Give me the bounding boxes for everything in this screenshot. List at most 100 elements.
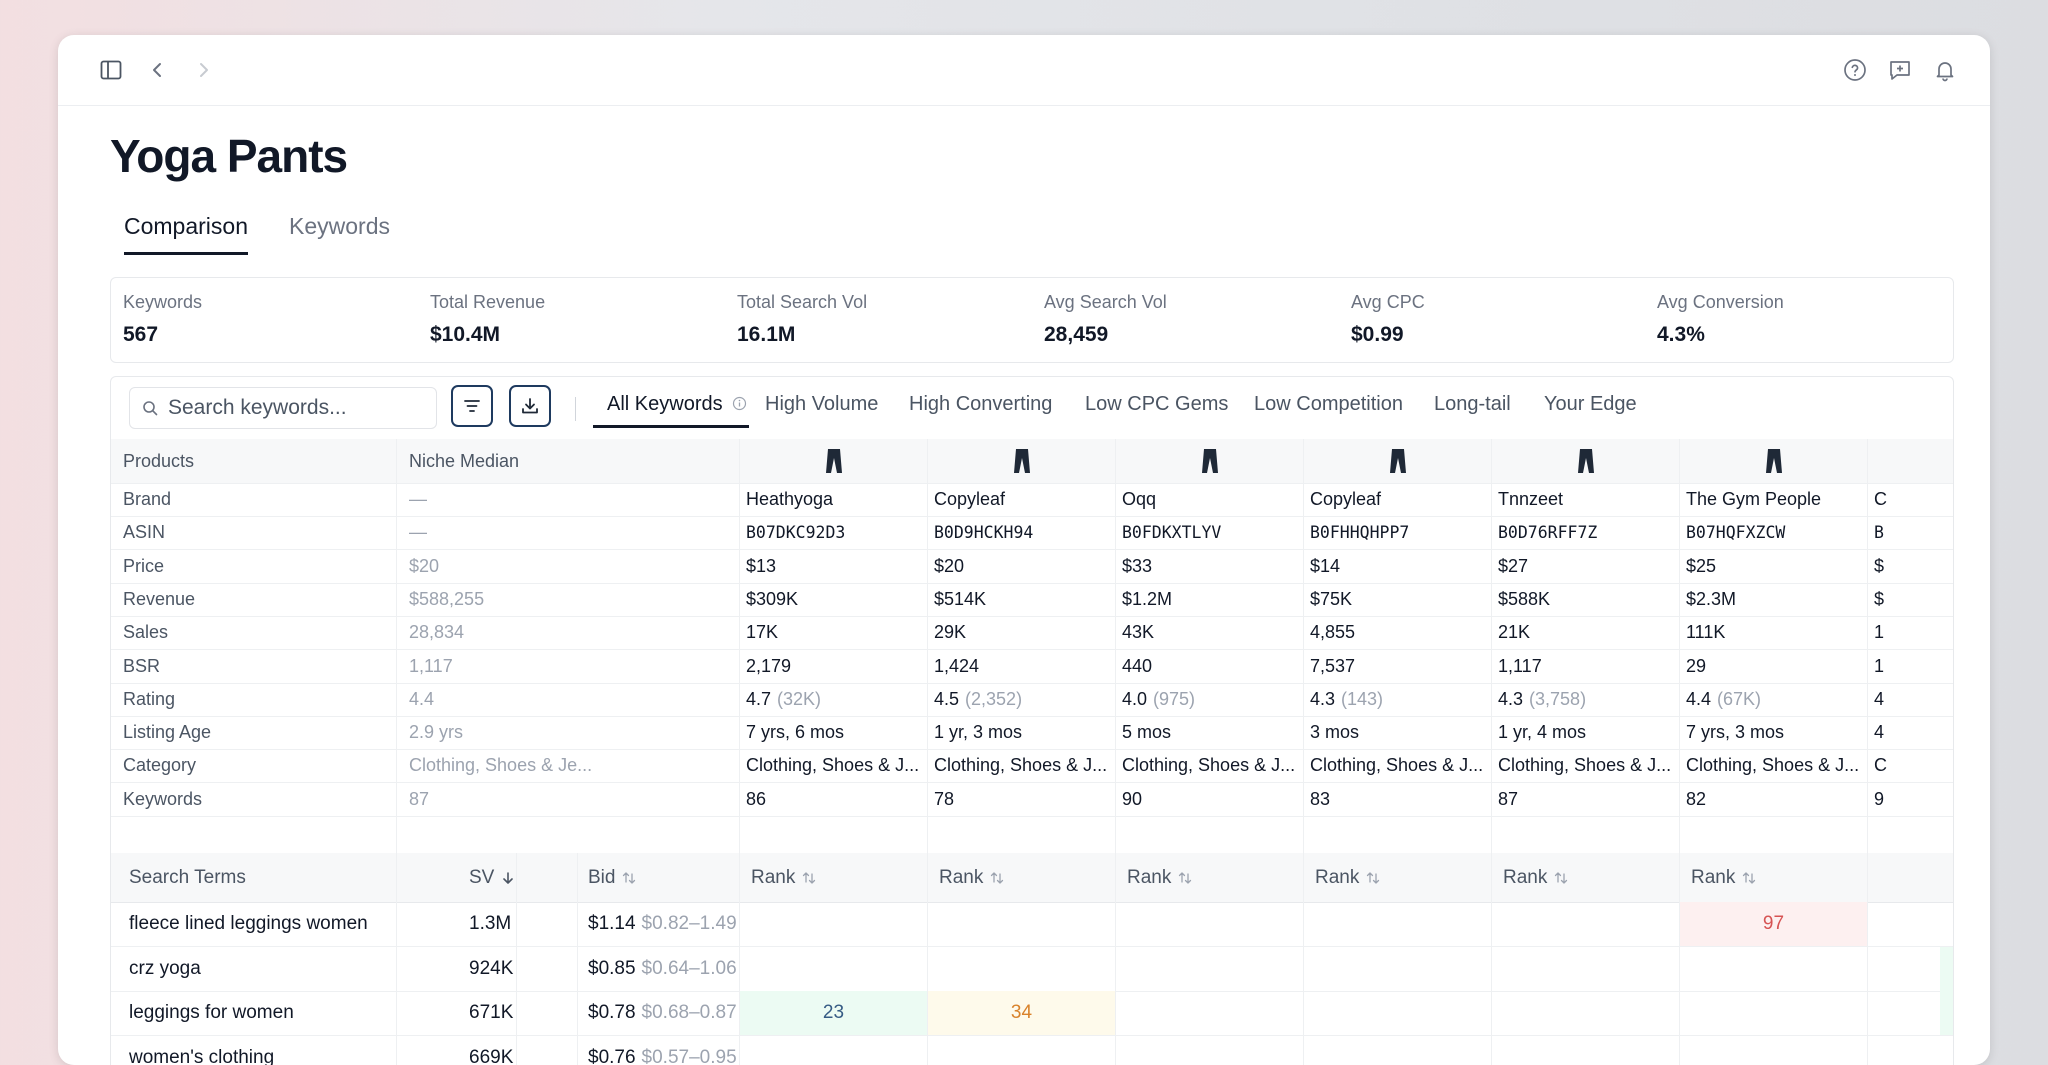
tab-comparison[interactable]: Comparison — [124, 213, 248, 255]
bid-range: $0.64–1.06 — [642, 958, 737, 980]
column-divider — [1867, 439, 1868, 853]
rank-column-header[interactable]: Rank — [1503, 853, 1673, 902]
product-value: $ — [1868, 583, 1894, 616]
rank-column-header[interactable]: Rank — [751, 853, 921, 902]
value-text: 4.3 — [1310, 689, 1335, 710]
bid-value: $0.78 — [588, 1002, 636, 1024]
value-text: $27 — [1498, 556, 1528, 577]
product-value: $75K — [1304, 583, 1492, 616]
product-value: 90 — [1116, 783, 1304, 816]
search-box[interactable] — [129, 387, 437, 429]
bid-value: $0.85 — [588, 958, 636, 980]
page-title: Yoga Pants — [110, 133, 347, 179]
bid-column-header[interactable]: Bid — [588, 853, 738, 902]
product-thumbnail[interactable] — [928, 439, 1116, 483]
rank-column-header[interactable]: Rank — [939, 853, 1109, 902]
product-thumbnail[interactable] — [1680, 439, 1868, 483]
stat-label: Total Revenue — [430, 292, 545, 313]
sv-column-header[interactable]: SV — [469, 853, 569, 902]
bid-cell: $1.14$0.82–1.49 — [588, 902, 737, 946]
value-text: $33 — [1122, 556, 1152, 577]
product-value: Copyleaf — [1304, 483, 1492, 516]
product-value: Heathyoga — [740, 483, 928, 516]
column-divider — [1491, 853, 1492, 1065]
value-text: Copyleaf — [1310, 489, 1381, 510]
value-text: 4.7 — [746, 689, 771, 710]
value-text: 5 mos — [1122, 722, 1171, 743]
attribute-label: Price — [111, 550, 409, 583]
filter-tab-low-competition[interactable]: Low Competition — [1254, 393, 1403, 416]
filter-tab-high-volume[interactable]: High Volume — [765, 393, 878, 416]
column-divider — [1491, 439, 1492, 853]
search-terms-header: Search Terms SV Bid Rank Rank Rank Rank Rank Ran… — [111, 853, 1953, 903]
stat-total-search-vol: Total Search Vol 16.1M — [737, 292, 867, 347]
keyword-toolbar: All Keywords High Volume High Converting… — [111, 377, 1953, 439]
attribute-label: Sales — [111, 616, 409, 649]
bell-icon[interactable] — [1932, 57, 1958, 83]
top-bar — [58, 35, 1990, 106]
search-terms-column-header[interactable]: Search Terms — [129, 853, 389, 902]
filter-tab-high-converting[interactable]: High Converting — [909, 393, 1052, 416]
download-button[interactable] — [509, 385, 551, 427]
column-header-label: Rank — [1503, 867, 1547, 889]
column-header-label: Bid — [588, 867, 615, 889]
value-text: $1.2M — [1122, 589, 1172, 610]
value-text: B07DKC92D3 — [746, 523, 845, 542]
back-arrow-icon[interactable] — [144, 57, 170, 83]
value-text: $ — [1874, 589, 1884, 610]
stat-value: 16.1M — [737, 323, 867, 347]
tab-keywords[interactable]: Keywords — [289, 213, 390, 252]
bid-range: $0.82–1.49 — [642, 913, 737, 935]
feedback-icon[interactable] — [1887, 57, 1913, 83]
product-thumbnail[interactable] — [740, 439, 928, 483]
product-value: Clothing, Shoes & J... — [740, 749, 928, 782]
stat-label: Avg CPC — [1351, 292, 1425, 313]
product-value: $1.2M — [1116, 583, 1304, 616]
search-input[interactable] — [166, 395, 420, 421]
rank-column-header[interactable]: Rank — [1691, 853, 1861, 902]
products-label: Products — [111, 439, 409, 483]
sort-icon — [621, 870, 637, 886]
attribute-label: ASIN — [111, 516, 409, 549]
column-divider — [1303, 439, 1304, 853]
value-text: 83 — [1310, 789, 1330, 810]
stat-label: Keywords — [123, 292, 202, 313]
product-thumbnail[interactable] — [1492, 439, 1680, 483]
search-term: fleece lined leggings women — [129, 902, 368, 946]
product-value: 4,855 — [1304, 616, 1492, 649]
forward-arrow-icon[interactable] — [191, 57, 217, 83]
attribute-label: Listing Age — [111, 716, 409, 749]
filter-tab-your-edge[interactable]: Your Edge — [1544, 393, 1637, 416]
filter-tab-low-cpc-gems[interactable]: Low CPC Gems — [1085, 393, 1228, 416]
product-value: B0FDKXTLYV — [1116, 516, 1304, 549]
help-icon[interactable] — [1842, 57, 1868, 83]
stats-summary: Keywords 567 Total Revenue $10.4M Total … — [110, 277, 1954, 363]
yoga-pants-icon — [1572, 447, 1600, 475]
rank-column-header[interactable]: Rank — [1315, 853, 1485, 902]
product-value: 83 — [1304, 783, 1492, 816]
sidebar-toggle-icon[interactable] — [98, 57, 124, 83]
product-value: $20 — [928, 550, 1116, 583]
filter-button[interactable] — [451, 385, 493, 427]
product-value: 7 yrs, 3 mos — [1680, 716, 1868, 749]
rank-cell: 23 — [740, 991, 927, 1035]
value-text: The Gym People — [1686, 489, 1821, 510]
product-value: The Gym People — [1680, 483, 1868, 516]
filter-tab-all-keywords[interactable]: All Keywords — [607, 393, 747, 416]
column-header-label: Search Terms — [129, 867, 246, 889]
app-window: Yoga Pants Comparison Keywords Keywords … — [58, 35, 1990, 1065]
product-thumbnail[interactable] — [1304, 439, 1492, 483]
product-value: 4.3(3,758) — [1492, 683, 1680, 716]
value-text: 7 yrs, 3 mos — [1686, 722, 1784, 743]
stat-avg-cpc: Avg CPC $0.99 — [1351, 292, 1425, 347]
product-thumbnail[interactable] — [1116, 439, 1304, 483]
rank-column-header[interactable]: Rank — [1127, 853, 1297, 902]
filter-tab-long-tail[interactable]: Long-tail — [1434, 393, 1511, 416]
product-value: $33 — [1116, 550, 1304, 583]
value-text: Tnnzeet — [1498, 489, 1563, 510]
